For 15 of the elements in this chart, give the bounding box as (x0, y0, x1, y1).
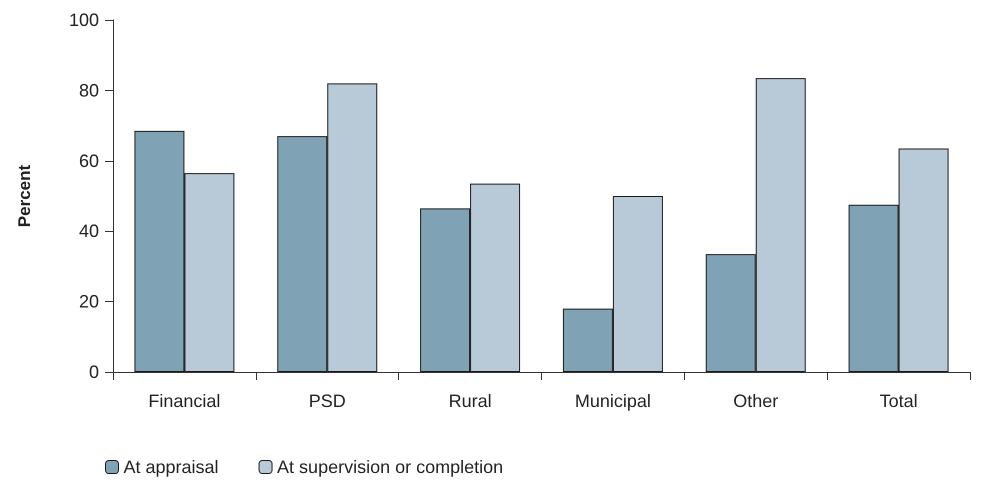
y-tick-label: 100 (68, 10, 99, 30)
y-axis-title: Percent (15, 164, 34, 228)
x-tick-label: Financial (148, 391, 220, 411)
x-tick-label: Total (880, 391, 918, 411)
y-tick-label: 40 (78, 221, 99, 242)
y-tick-label: 20 (78, 292, 99, 312)
legend-label: At appraisal (124, 457, 219, 477)
y-tick-label: 80 (78, 80, 99, 100)
x-tick-label: PSD (308, 391, 346, 411)
x-tick-label: Municipal (574, 391, 651, 411)
y-tick-label: 60 (78, 150, 99, 171)
legend-label: At supervision or completion (277, 457, 504, 477)
x-tick-label: Other (733, 391, 778, 411)
x-tick-label: Rural (448, 391, 492, 411)
y-tick-label: 0 (88, 362, 99, 382)
